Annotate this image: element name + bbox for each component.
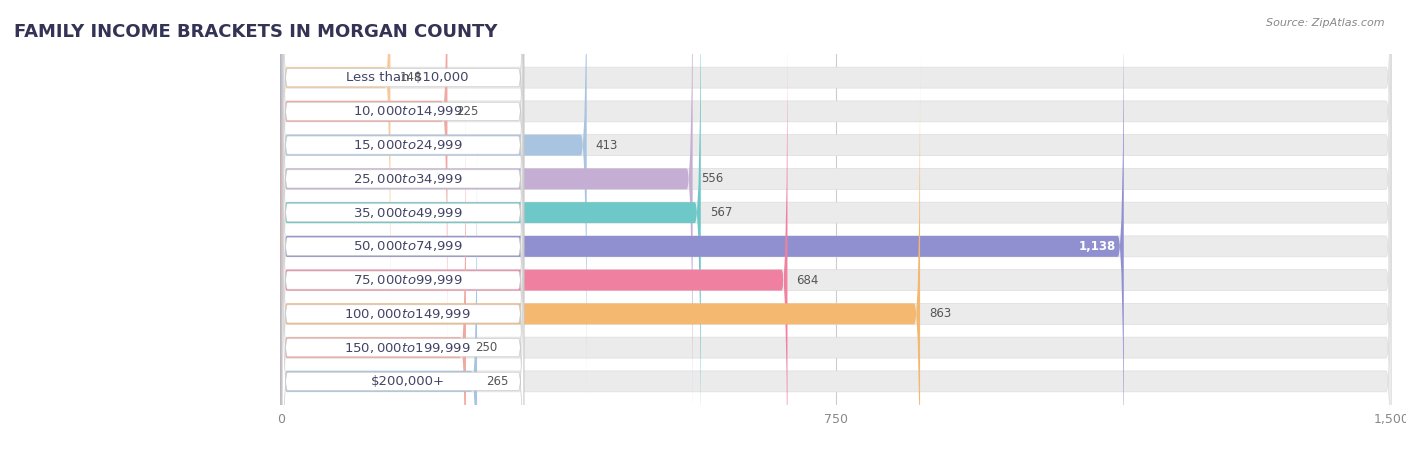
- Text: 1,138: 1,138: [1080, 240, 1116, 253]
- FancyBboxPatch shape: [281, 21, 787, 450]
- Text: $50,000 to $74,999: $50,000 to $74,999: [353, 239, 463, 253]
- FancyBboxPatch shape: [281, 0, 1392, 337]
- FancyBboxPatch shape: [283, 53, 523, 450]
- Text: 556: 556: [702, 172, 724, 185]
- FancyBboxPatch shape: [281, 88, 1392, 450]
- Text: FAMILY INCOME BRACKETS IN MORGAN COUNTY: FAMILY INCOME BRACKETS IN MORGAN COUNTY: [14, 23, 498, 41]
- FancyBboxPatch shape: [283, 154, 523, 450]
- Text: $150,000 to $199,999: $150,000 to $199,999: [344, 341, 471, 355]
- FancyBboxPatch shape: [281, 0, 391, 337]
- FancyBboxPatch shape: [283, 0, 523, 406]
- FancyBboxPatch shape: [281, 0, 1392, 371]
- Text: $10,000 to $14,999: $10,000 to $14,999: [353, 104, 463, 118]
- Text: 250: 250: [475, 341, 498, 354]
- Text: $100,000 to $149,999: $100,000 to $149,999: [344, 307, 471, 321]
- Text: $75,000 to $99,999: $75,000 to $99,999: [353, 273, 463, 287]
- FancyBboxPatch shape: [283, 0, 523, 305]
- FancyBboxPatch shape: [283, 0, 523, 440]
- FancyBboxPatch shape: [281, 0, 1123, 450]
- FancyBboxPatch shape: [281, 0, 1392, 438]
- Text: Less than $10,000: Less than $10,000: [346, 71, 468, 84]
- FancyBboxPatch shape: [281, 0, 700, 450]
- FancyBboxPatch shape: [281, 0, 1392, 450]
- FancyBboxPatch shape: [283, 19, 523, 450]
- FancyBboxPatch shape: [281, 122, 1392, 450]
- Text: $35,000 to $49,999: $35,000 to $49,999: [353, 206, 463, 220]
- FancyBboxPatch shape: [283, 121, 523, 450]
- FancyBboxPatch shape: [281, 0, 1392, 405]
- FancyBboxPatch shape: [281, 0, 447, 371]
- Text: Source: ZipAtlas.com: Source: ZipAtlas.com: [1267, 18, 1385, 28]
- Text: 148: 148: [399, 71, 422, 84]
- Text: $15,000 to $24,999: $15,000 to $24,999: [353, 138, 463, 152]
- Text: 413: 413: [596, 139, 619, 152]
- Text: 225: 225: [457, 105, 478, 118]
- FancyBboxPatch shape: [281, 88, 465, 450]
- Text: 863: 863: [929, 307, 952, 320]
- FancyBboxPatch shape: [283, 0, 523, 372]
- FancyBboxPatch shape: [281, 0, 693, 438]
- FancyBboxPatch shape: [281, 21, 1392, 450]
- Text: 567: 567: [710, 206, 733, 219]
- FancyBboxPatch shape: [281, 0, 1392, 450]
- FancyBboxPatch shape: [283, 87, 523, 450]
- FancyBboxPatch shape: [281, 54, 920, 450]
- FancyBboxPatch shape: [283, 0, 523, 338]
- Text: 684: 684: [796, 274, 818, 287]
- Text: $200,000+: $200,000+: [370, 375, 444, 388]
- Text: 265: 265: [486, 375, 509, 388]
- FancyBboxPatch shape: [281, 54, 1392, 450]
- Text: $25,000 to $34,999: $25,000 to $34,999: [353, 172, 463, 186]
- FancyBboxPatch shape: [281, 122, 477, 450]
- FancyBboxPatch shape: [281, 0, 586, 405]
